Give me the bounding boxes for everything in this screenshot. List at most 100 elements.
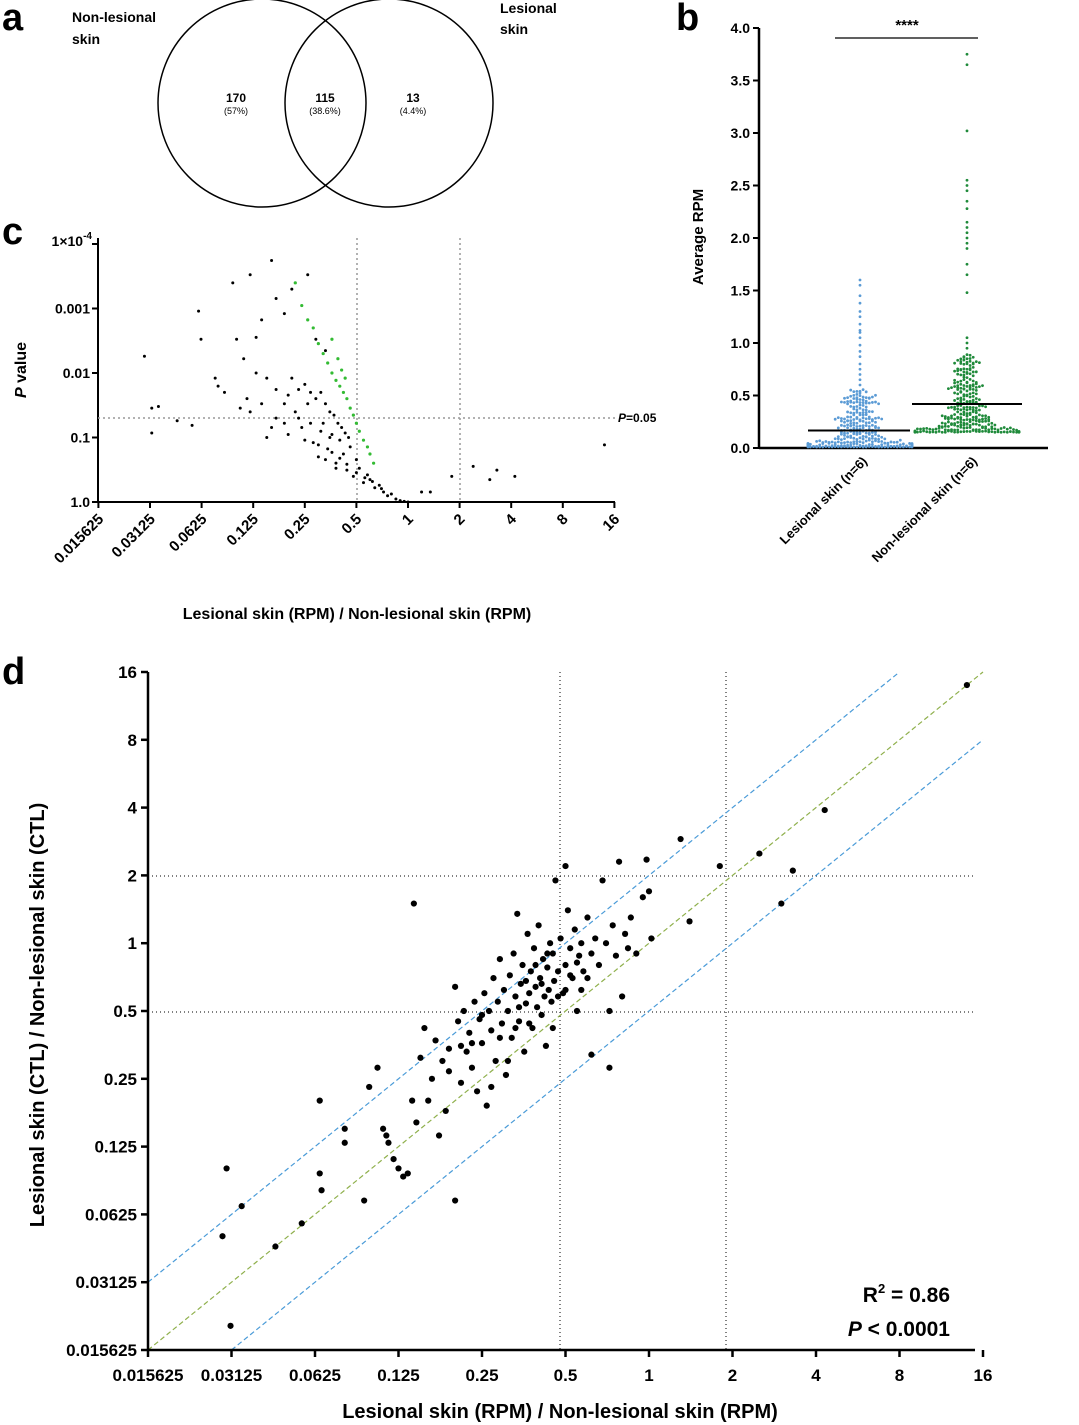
b-point-lesional [867,397,871,400]
b-point-lesional [849,415,853,419]
b-point-lesional [815,439,818,443]
b-point-lesional [889,440,893,444]
b-point-lesional [855,425,859,428]
b-point-lesional [855,437,859,441]
b-point-lesional [840,432,843,436]
c-point-significant [300,303,304,308]
b-point-nonlesional [953,385,956,388]
b-point-lesional [883,437,887,441]
b-point-lesional [864,421,868,425]
d-point [410,900,417,907]
b-point-lesional [855,410,859,414]
b-point-lesional [852,397,856,400]
b-point-lesional [874,400,877,404]
c-point-significant [338,384,342,388]
c-point [402,499,406,503]
b-point-nonlesional [968,411,972,415]
b-point-nonlesional [947,420,950,424]
c-point-significant [306,318,310,322]
b-point-lesional [889,445,893,449]
b-point-nonlesional [965,381,969,385]
c-point [282,421,286,425]
c-point [370,479,374,483]
c-y-tick-top-base: 1×10 [52,233,84,249]
c-point [156,404,160,408]
b-point-nonlesional [931,430,935,434]
b-point-nonlesional [959,408,963,412]
b-point-lesional [861,419,865,423]
c-y-tick-top-exp: -4 [83,231,92,242]
d-x-tick-label: 0.015625 [113,1366,184,1385]
b-point-lesional [880,443,884,447]
d-point [425,1097,432,1104]
b-y-ticks: 0.0 0.5 1.0 1.5 2.0 2.5 3.0 3.5 4.0 [731,20,759,456]
b-point-nonlesional [974,406,978,410]
b-point-lesional [874,433,877,436]
b-point-nonlesional [959,416,963,419]
b-point-nonlesional [968,405,972,409]
c-points [142,258,606,504]
b-point-nonlesional [978,408,981,412]
b-point-nonlesional [937,424,941,428]
b-point-nonlesional [947,417,950,421]
d-point [361,1197,368,1204]
b-point-nonlesional [956,407,960,411]
b-point-lesional [821,445,825,449]
d-point [573,959,581,966]
c-point [341,452,345,456]
b-point-nonlesional [981,425,984,429]
b-point-lesional [864,401,868,405]
b-point-lesional [855,440,859,443]
d-point [432,1037,439,1044]
b-point-nonlesional [981,384,984,388]
b-point-lesional [830,445,834,449]
c-point [354,471,358,475]
b-point-nonlesional [965,184,969,187]
b-point-lesional [861,413,865,417]
b-point-lesional [898,445,902,449]
c-point [142,354,146,358]
b-point-nonlesional [962,430,966,433]
venn-percent-nonlesional-only: (57%) [224,106,248,116]
d-point [643,856,650,863]
d-p-annotation: P < 0.0001 [848,1318,950,1341]
d-points [219,681,971,1329]
b-point-nonlesional [987,430,991,434]
b-point-nonlesional [974,370,978,374]
b-point-lesional [858,322,862,326]
b-point-nonlesional [959,373,963,377]
c-point [265,436,269,439]
d-point [445,1045,453,1052]
d-x-tick-label: 8 [895,1366,904,1385]
b-point-nonlesional [953,422,956,425]
d-x-tick-label: 1 [644,1366,653,1385]
d-point [524,930,531,937]
b-point-nonlesional [965,247,969,250]
panel-d-plot: 0.0156250.031250.06250.1250.250.5124816 … [27,663,992,1423]
b-point-lesional [874,393,877,397]
d-point [584,914,591,921]
b-point-nonlesional [999,427,1003,430]
b-point-nonlesional [959,425,963,429]
b-point-lesional [849,411,853,415]
c-point [242,357,246,361]
d-point [514,910,521,917]
c-point [303,438,307,442]
c-point-significant [357,429,361,433]
b-point-nonlesional [984,419,987,423]
b-point-nonlesional [937,426,941,430]
c-point [231,281,235,285]
d-point [496,955,503,963]
b-y-axis-label: Average RPM [690,189,707,285]
b-point-nonlesional [1005,430,1009,434]
b-point-nonlesional [1017,430,1021,434]
c-point-significant [368,452,372,456]
c-x-tick-label: 16 [599,511,623,535]
d-point [578,940,585,947]
b-point-lesional [833,417,837,421]
b-point-nonlesional [971,398,975,402]
b-point-nonlesional [956,430,960,434]
d-point [316,1097,323,1104]
b-point-lesional [874,437,877,441]
